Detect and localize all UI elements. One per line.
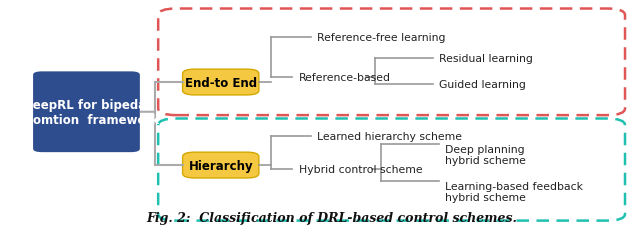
Text: Learned hierarchy scheme: Learned hierarchy scheme [317, 132, 462, 142]
Text: Hierarchy: Hierarchy [188, 159, 253, 172]
Text: Residual learning: Residual learning [439, 54, 532, 64]
Text: Reference-based: Reference-based [298, 73, 390, 83]
Text: Fig. 2:  Classification of DRL-based control schemes.: Fig. 2: Classification of DRL-based cont… [147, 211, 518, 224]
FancyBboxPatch shape [182, 153, 259, 178]
FancyBboxPatch shape [182, 70, 259, 95]
Text: Deep planning
hybrid scheme: Deep planning hybrid scheme [445, 144, 526, 166]
Text: Reference-free learning: Reference-free learning [317, 33, 445, 42]
Text: Learning-based feedback
hybrid scheme: Learning-based feedback hybrid scheme [445, 181, 583, 202]
Text: Hybrid control scheme: Hybrid control scheme [298, 164, 422, 174]
FancyBboxPatch shape [33, 72, 140, 153]
Text: DeepRL for bipedal
locomtion  framework: DeepRL for bipedal locomtion framework [14, 98, 159, 126]
Text: End-to End: End-to End [185, 76, 257, 89]
Text: Guided learning: Guided learning [439, 79, 526, 89]
